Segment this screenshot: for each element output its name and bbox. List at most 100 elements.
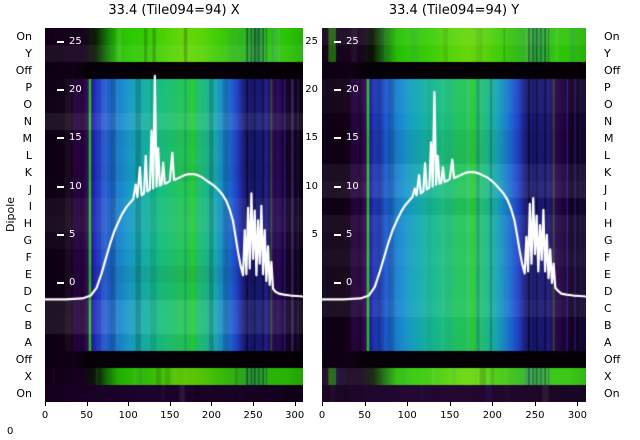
inner-y-tick-label-y-10: 10 (334, 181, 359, 193)
x-tick-mark-x-300 (294, 402, 296, 406)
y-tick-mark (57, 41, 64, 43)
inner-y-tick-label-y-5: 5 (334, 229, 352, 241)
inner-y-tick-label-y-20: 20 (334, 84, 359, 96)
y-tick-mark (334, 233, 341, 236)
x-tick-mark-y-200 (492, 402, 494, 406)
y-tick-value: 25 (346, 36, 359, 47)
y-tick-mark (57, 137, 64, 140)
y-tick-mark (57, 185, 64, 188)
y-tick-value: 10 (69, 180, 82, 192)
dipole-row-label-right-19: Off (604, 352, 621, 366)
dipole-row-label-right-6: M (604, 131, 614, 145)
x-tick-label-y-100: 100 (397, 410, 417, 421)
y-tick-value: 10 (346, 180, 359, 192)
dipole-row-label-right-17: B (604, 318, 612, 332)
x-tick-mark-y-300 (577, 402, 579, 406)
dipole-row-label-left-21: On (16, 386, 32, 400)
y-tick-mark (57, 282, 64, 284)
dipole-row-label-right-18: A (604, 335, 612, 349)
dipole-row-label-right-16: C (604, 301, 612, 315)
x-tick-label-y-250: 250 (525, 410, 545, 421)
inner-y-tick-label-x-25: 25 (57, 36, 82, 48)
x-tick-mark-y-100 (407, 402, 409, 406)
y-tick-mark (334, 89, 341, 92)
dipole-row-label-left-11: H (23, 216, 32, 230)
dipole-row-label-right-9: J (604, 182, 608, 196)
x-tick-mark-y-150 (449, 402, 451, 406)
dipole-row-label-left-8: K (24, 165, 32, 179)
x-tick-label-y-150: 150 (440, 410, 460, 421)
x-tick-mark-x-100 (128, 402, 130, 406)
dipole-row-label-left-14: E (25, 267, 32, 281)
inner-y-tick-label-x-5: 5 (57, 229, 75, 241)
y-tick-mark (57, 233, 64, 236)
heatmap-panel-x (45, 28, 303, 402)
dipole-row-label-left-16: C (24, 301, 32, 315)
dipole-row-label-left-3: P (25, 80, 32, 94)
y-tick-mark (334, 282, 341, 284)
dipole-row-label-left-6: M (22, 131, 33, 145)
x-tick-label-y-200: 200 (482, 410, 502, 421)
gap-y-tick-label-20: 20 (305, 84, 318, 96)
inner-y-tick-label-x-10: 10 (57, 181, 82, 193)
dipole-row-label-right-7: L (604, 148, 611, 162)
dipole-row-label-right-4: O (604, 97, 613, 111)
dipole-row-label-right-20: X (604, 369, 612, 383)
x-tick-label-y-300: 300 (567, 410, 588, 421)
y-tick-mark (57, 89, 64, 92)
x-tick-label-x-0: 0 (41, 410, 49, 421)
dipole-row-label-left-12: G (23, 233, 32, 247)
x-tick-mark-x-150 (169, 402, 171, 406)
x-tick-label-x-300: 300 (285, 410, 305, 421)
dipole-row-label-left-10: I (28, 199, 32, 213)
dipole-row-label-right-5: N (604, 114, 613, 128)
dipole-row-label-right-11: H (604, 216, 613, 230)
x-tick-mark-y-0 (322, 402, 323, 406)
y-tick-value: 0 (346, 277, 353, 288)
x-tick-label-x-50: 50 (80, 410, 93, 421)
x-tick-label-x-100: 100 (118, 410, 138, 421)
dipole-row-label-left-13: F (25, 250, 32, 264)
dipole-row-label-right-14: E (604, 267, 611, 281)
dipole-row-label-right-21: On (604, 386, 620, 400)
inner-y-tick-label-x-20: 20 (57, 84, 82, 96)
dipole-row-label-right-2: Off (604, 63, 621, 77)
dipole-row-label-left-20: X (24, 369, 32, 383)
dipole-row-label-right-10: I (604, 199, 608, 213)
panel-y-title: 33.4 (Tile094=94) Y (388, 3, 520, 18)
dipole-row-label-left-4: O (23, 97, 32, 111)
panel-x-title: 33.4 (Tile094=94) X (108, 3, 240, 18)
y-tick-mark (334, 137, 341, 140)
dipole-row-label-left-17: B (24, 318, 32, 332)
heatmap-panel-y (322, 28, 586, 402)
dipole-row-label-left-15: D (23, 284, 32, 298)
x-tick-label-x-200: 200 (201, 410, 221, 421)
x-tick-mark-y-250 (534, 402, 536, 406)
x-tick-label-y-50: 50 (358, 410, 371, 421)
dipole-row-label-right-1: Y (604, 46, 611, 60)
gap-y-tick-label-25: 25 (305, 36, 318, 47)
y-tick-value: 15 (69, 132, 82, 144)
gap-y-tick-label-10: 10 (305, 180, 318, 192)
dipole-row-label-left-19: Off (15, 352, 32, 366)
inner-y-tick-label-y-25: 25 (334, 36, 359, 48)
gap-y-tick-label-15: 15 (305, 132, 318, 144)
dipole-row-label-right-3: P (604, 80, 611, 94)
dipole-row-label-left-7: L (25, 148, 32, 162)
dipole-row-label-right-8: K (604, 165, 612, 179)
y-tick-value: 5 (69, 228, 76, 240)
inner-y-tick-label-y-15: 15 (334, 132, 359, 144)
x-tick-mark-x-200 (211, 402, 213, 406)
y-tick-value: 25 (69, 36, 82, 47)
x-tick-label-x-150: 150 (160, 410, 180, 421)
y-tick-value: 5 (346, 228, 353, 240)
y-tick-value: 15 (346, 132, 359, 144)
dipole-row-label-right-15: D (604, 284, 613, 298)
dipole-row-label-left-0: On (16, 29, 32, 43)
y-tick-value: 20 (346, 84, 359, 96)
dipole-row-label-right-0: On (604, 29, 620, 43)
x-tick-mark-y-50 (364, 402, 366, 406)
dipole-row-label-left-1: Y (25, 46, 32, 60)
x-tick-mark-x-250 (253, 402, 255, 406)
